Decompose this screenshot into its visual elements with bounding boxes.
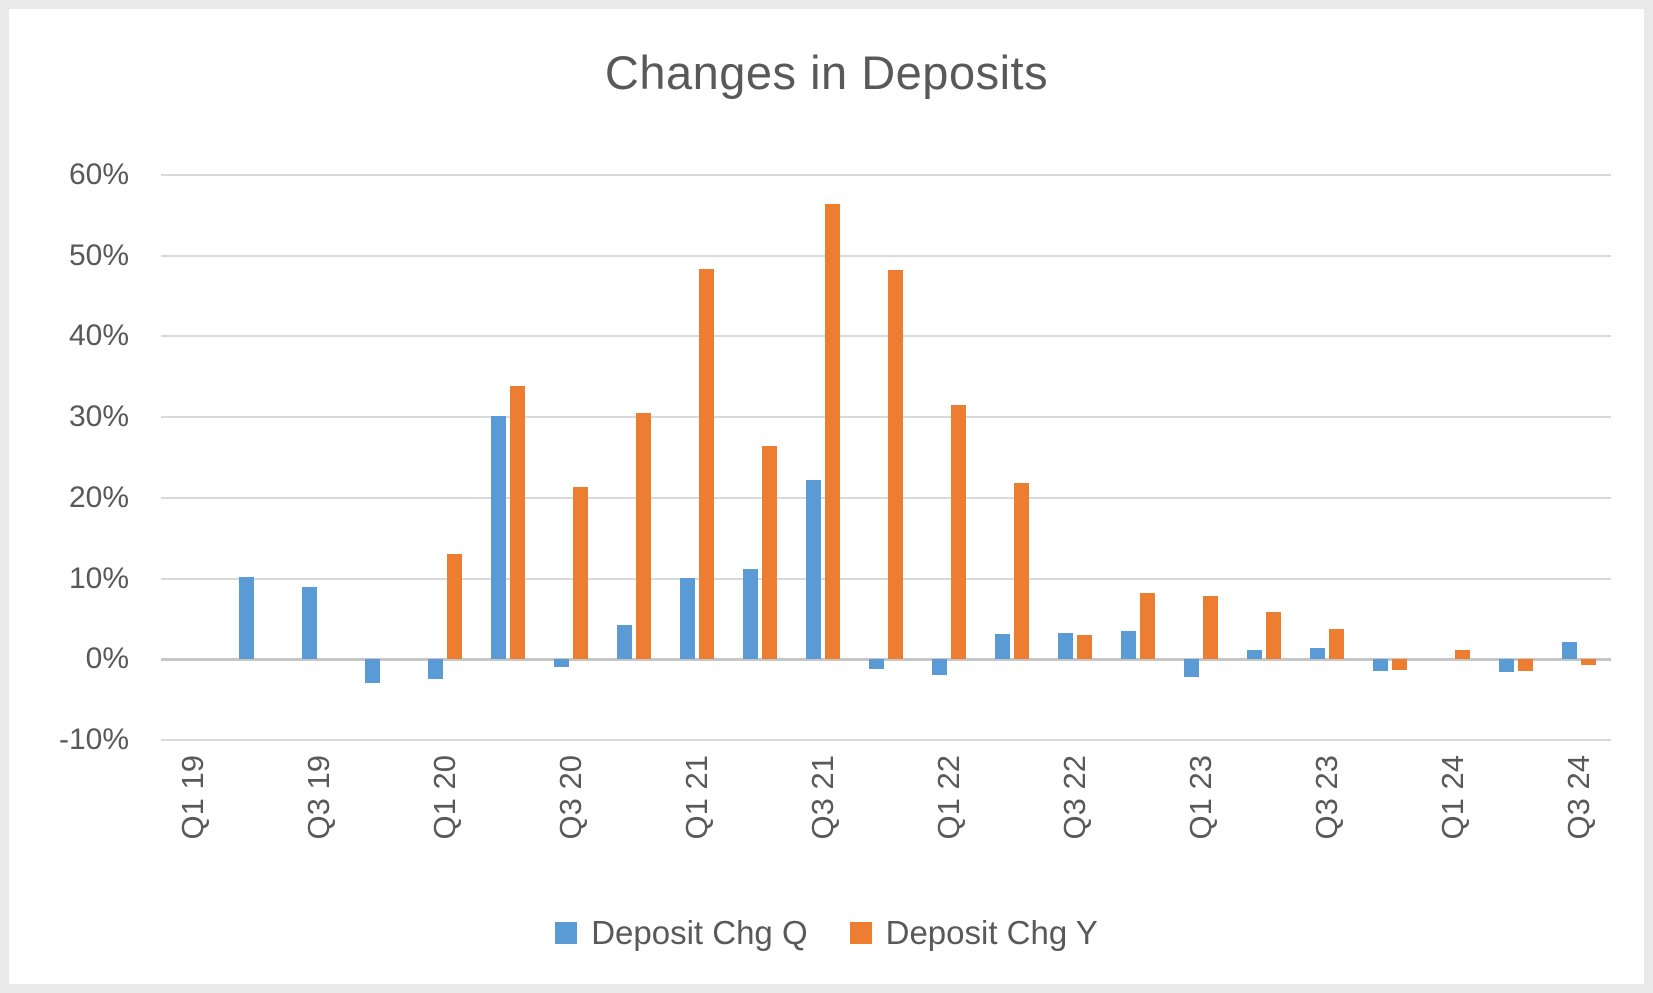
x-axis-label: Q3 21 bbox=[804, 755, 840, 840]
bar-deposit-chg-q-q2-21 bbox=[742, 568, 758, 660]
bar-deposit-chg-q-q4-19 bbox=[364, 659, 380, 683]
bar-deposit-chg-y-q2-22 bbox=[1014, 482, 1030, 660]
gridline bbox=[161, 254, 1611, 257]
legend-label-deposit-chg-y: Deposit Chg Y bbox=[885, 914, 1098, 951]
bar-deposit-chg-y-q4-20 bbox=[635, 413, 651, 660]
bar-deposit-chg-q-q1-22 bbox=[932, 659, 948, 675]
gridline bbox=[161, 416, 1611, 419]
bar-deposit-chg-q-q4-23 bbox=[1373, 659, 1389, 672]
plot-area bbox=[161, 174, 1611, 741]
bar-deposit-chg-y-q1-24 bbox=[1455, 649, 1471, 660]
x-axis-zero-line bbox=[161, 658, 1611, 662]
x-axis-label: Q1 24 bbox=[1435, 755, 1471, 840]
x-axis-label: Q3 19 bbox=[300, 755, 336, 840]
bar-deposit-chg-y-q2-21 bbox=[761, 446, 777, 660]
legend: Deposit Chg Q Deposit Chg Y bbox=[9, 907, 1644, 959]
bar-deposit-chg-q-q3-23 bbox=[1310, 647, 1326, 660]
bar-deposit-chg-y-q3-20 bbox=[572, 487, 588, 660]
bar-deposit-chg-q-q4-20 bbox=[616, 625, 632, 660]
bar-deposit-chg-y-q3-22 bbox=[1077, 635, 1093, 660]
y-axis-label: 60% bbox=[68, 158, 129, 191]
bar-deposit-chg-y-q1-20 bbox=[446, 553, 462, 660]
bar-deposit-chg-q-q3-24 bbox=[1562, 642, 1578, 660]
gridline bbox=[161, 335, 1611, 338]
x-axis-label: Q3 20 bbox=[552, 755, 588, 840]
x-axis-label: Q1 22 bbox=[931, 755, 967, 840]
legend-swatch-deposit-chg-q-icon bbox=[555, 922, 578, 944]
y-axis-label: 30% bbox=[68, 400, 129, 434]
chart-title: Changes in Deposits bbox=[604, 46, 1049, 99]
bar-deposit-chg-y-q3-21 bbox=[824, 204, 840, 660]
legend-label-deposit-chg-q: Deposit Chg Q bbox=[591, 914, 808, 951]
bar-deposit-chg-q-q1-23 bbox=[1184, 659, 1200, 678]
bar-deposit-chg-q-q2-23 bbox=[1247, 649, 1263, 660]
bar-deposit-chg-q-q3-19 bbox=[301, 586, 317, 660]
bar-deposit-chg-y-q2-20 bbox=[509, 386, 525, 660]
x-axis-label: Q1 21 bbox=[678, 755, 714, 840]
bar-deposit-chg-y-q2-23 bbox=[1266, 611, 1282, 660]
bar-deposit-chg-q-q2-24 bbox=[1499, 659, 1515, 673]
bar-deposit-chg-q-q4-22 bbox=[1121, 631, 1137, 660]
x-axis-label: Q3 23 bbox=[1309, 755, 1345, 840]
legend-item-deposit-chg-y: Deposit Chg Y bbox=[849, 914, 1098, 952]
x-axis-label: Q3 22 bbox=[1057, 755, 1093, 840]
y-axis-label: 0% bbox=[85, 642, 129, 676]
legend-swatch-deposit-chg-y-icon bbox=[849, 922, 872, 944]
bar-deposit-chg-y-q1-22 bbox=[951, 405, 967, 660]
x-axis-label: Q1 20 bbox=[426, 755, 462, 840]
bar-deposit-chg-y-q3-23 bbox=[1329, 629, 1345, 660]
y-axis-label: -10% bbox=[58, 723, 129, 756]
bar-deposit-chg-q-q2-22 bbox=[995, 634, 1011, 660]
y-axis-label: 50% bbox=[68, 238, 129, 272]
x-axis-label: Q1 19 bbox=[174, 755, 210, 840]
x-axis-label: Q3 24 bbox=[1561, 755, 1597, 840]
bar-deposit-chg-y-q1-21 bbox=[698, 269, 714, 660]
legend-item-deposit-chg-q: Deposit Chg Q bbox=[555, 914, 808, 952]
bar-deposit-chg-q-q3-21 bbox=[805, 480, 821, 660]
gridline bbox=[161, 739, 1611, 741]
y-axis-label: 40% bbox=[68, 319, 129, 353]
bar-deposit-chg-y-q3-24 bbox=[1581, 659, 1597, 665]
y-axis-label: 10% bbox=[68, 561, 129, 595]
x-axis-label: Q1 23 bbox=[1183, 755, 1219, 840]
gridline bbox=[161, 496, 1611, 499]
bar-deposit-chg-y-q2-24 bbox=[1518, 659, 1534, 672]
bar-deposit-chg-y-q1-23 bbox=[1203, 595, 1219, 660]
bar-deposit-chg-y-q4-21 bbox=[888, 270, 903, 660]
bar-deposit-chg-q-q2-20 bbox=[490, 416, 506, 660]
bar-deposit-chg-q-q4-21 bbox=[869, 659, 884, 669]
gridline bbox=[161, 174, 1611, 176]
bar-deposit-chg-q-q1-20 bbox=[427, 659, 443, 680]
bar-deposit-chg-q-q3-20 bbox=[553, 659, 569, 668]
bar-deposit-chg-q-q1-21 bbox=[679, 577, 695, 660]
bar-deposit-chg-y-q4-22 bbox=[1140, 593, 1156, 660]
y-axis-label: 20% bbox=[68, 480, 129, 514]
gridline bbox=[161, 577, 1611, 580]
bar-deposit-chg-y-q4-23 bbox=[1392, 659, 1408, 670]
bar-deposit-chg-q-q3-22 bbox=[1058, 632, 1074, 660]
bar-deposit-chg-q-q2-19 bbox=[238, 576, 254, 660]
